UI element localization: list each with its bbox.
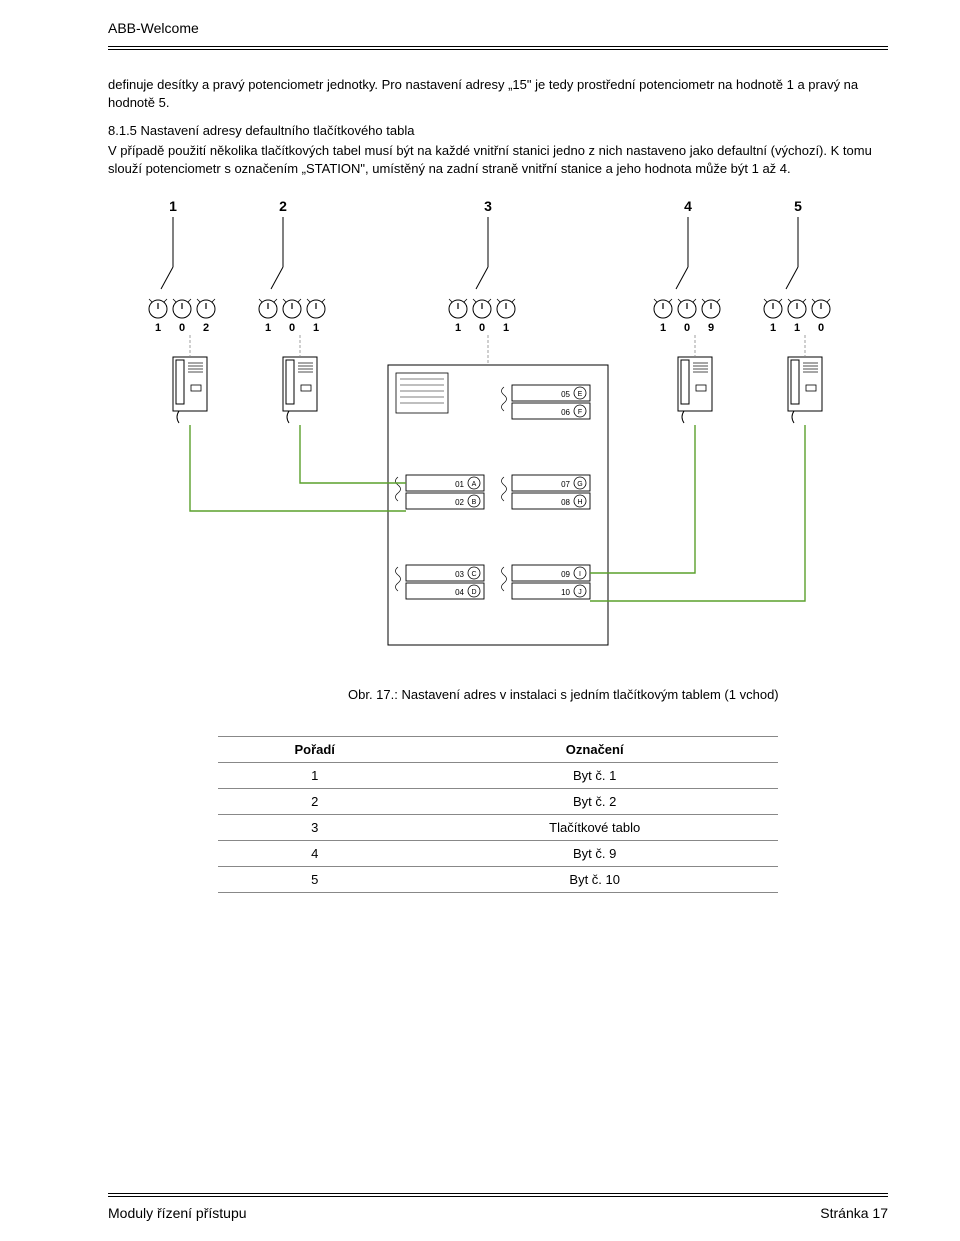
table-row: 4Byt č. 9 bbox=[218, 841, 778, 867]
svg-text:1: 1 bbox=[794, 322, 800, 334]
svg-text:C: C bbox=[471, 571, 476, 578]
footer-left: Moduly řízení přístupu bbox=[108, 1205, 247, 1221]
svg-text:04: 04 bbox=[455, 588, 464, 597]
table-row: 5Byt č. 10 bbox=[218, 867, 778, 893]
table-header: Označení bbox=[411, 737, 778, 763]
svg-text:F: F bbox=[578, 409, 582, 416]
section-heading: 8.1.5 Nastavení adresy defaultního tlačí… bbox=[108, 123, 888, 138]
svg-text:09: 09 bbox=[561, 570, 570, 579]
section-number: 8.1.5 bbox=[108, 123, 137, 138]
svg-text:A: A bbox=[472, 481, 477, 488]
svg-text:0: 0 bbox=[479, 322, 485, 334]
svg-text:1: 1 bbox=[770, 322, 776, 334]
svg-text:05: 05 bbox=[561, 390, 570, 399]
wiring-diagram: 1234510210110110911005E06F01A07G02B08H03… bbox=[118, 197, 878, 657]
svg-text:0: 0 bbox=[818, 322, 824, 334]
svg-text:1: 1 bbox=[155, 322, 161, 334]
svg-text:0: 0 bbox=[179, 322, 185, 334]
svg-text:06: 06 bbox=[561, 408, 570, 417]
svg-text:H: H bbox=[577, 499, 582, 506]
svg-text:1: 1 bbox=[660, 322, 666, 334]
svg-text:5: 5 bbox=[794, 198, 802, 214]
section-title: Nastavení adresy defaultního tlačítkovéh… bbox=[141, 123, 415, 138]
svg-text:9: 9 bbox=[708, 322, 714, 334]
svg-text:1: 1 bbox=[503, 322, 509, 334]
divider bbox=[108, 1193, 888, 1194]
page-footer: Moduly řízení přístupu Stránka 17 bbox=[108, 1193, 888, 1221]
svg-text:07: 07 bbox=[561, 480, 570, 489]
figure-caption: Obr. 17.: Nastavení adres v instalaci s … bbox=[348, 687, 888, 702]
doc-header: ABB-Welcome bbox=[108, 20, 888, 42]
svg-text:01: 01 bbox=[455, 480, 464, 489]
divider bbox=[108, 49, 888, 50]
paragraph-2: V případě použití několika tlačítkových … bbox=[108, 142, 888, 177]
svg-text:0: 0 bbox=[289, 322, 295, 334]
svg-text:4: 4 bbox=[684, 198, 692, 214]
svg-text:1: 1 bbox=[455, 322, 461, 334]
table-row: 3Tlačítkové tablo bbox=[218, 815, 778, 841]
svg-text:J: J bbox=[578, 589, 582, 596]
divider bbox=[108, 46, 888, 47]
table-row: 1Byt č. 1 bbox=[218, 763, 778, 789]
footer-right: Stránka 17 bbox=[820, 1205, 888, 1221]
svg-text:02: 02 bbox=[455, 498, 464, 507]
legend-table: PořadíOznačení 1Byt č. 12Byt č. 23Tlačít… bbox=[218, 736, 778, 893]
paragraph-1: definuje desítky a pravý potenciometr je… bbox=[108, 76, 888, 111]
svg-text:G: G bbox=[577, 481, 582, 488]
divider bbox=[108, 1196, 888, 1197]
svg-text:E: E bbox=[578, 391, 583, 398]
svg-text:08: 08 bbox=[561, 498, 570, 507]
svg-text:1: 1 bbox=[265, 322, 271, 334]
svg-text:2: 2 bbox=[279, 198, 287, 214]
svg-text:I: I bbox=[579, 571, 581, 578]
svg-text:3: 3 bbox=[484, 198, 492, 214]
svg-text:03: 03 bbox=[455, 570, 464, 579]
svg-text:10: 10 bbox=[561, 588, 570, 597]
table-header: Pořadí bbox=[218, 737, 411, 763]
svg-text:0: 0 bbox=[684, 322, 690, 334]
svg-text:D: D bbox=[471, 589, 476, 596]
svg-text:2: 2 bbox=[203, 322, 209, 334]
table-row: 2Byt č. 2 bbox=[218, 789, 778, 815]
svg-text:B: B bbox=[472, 499, 477, 506]
svg-text:1: 1 bbox=[313, 322, 319, 334]
svg-text:1: 1 bbox=[169, 198, 177, 214]
